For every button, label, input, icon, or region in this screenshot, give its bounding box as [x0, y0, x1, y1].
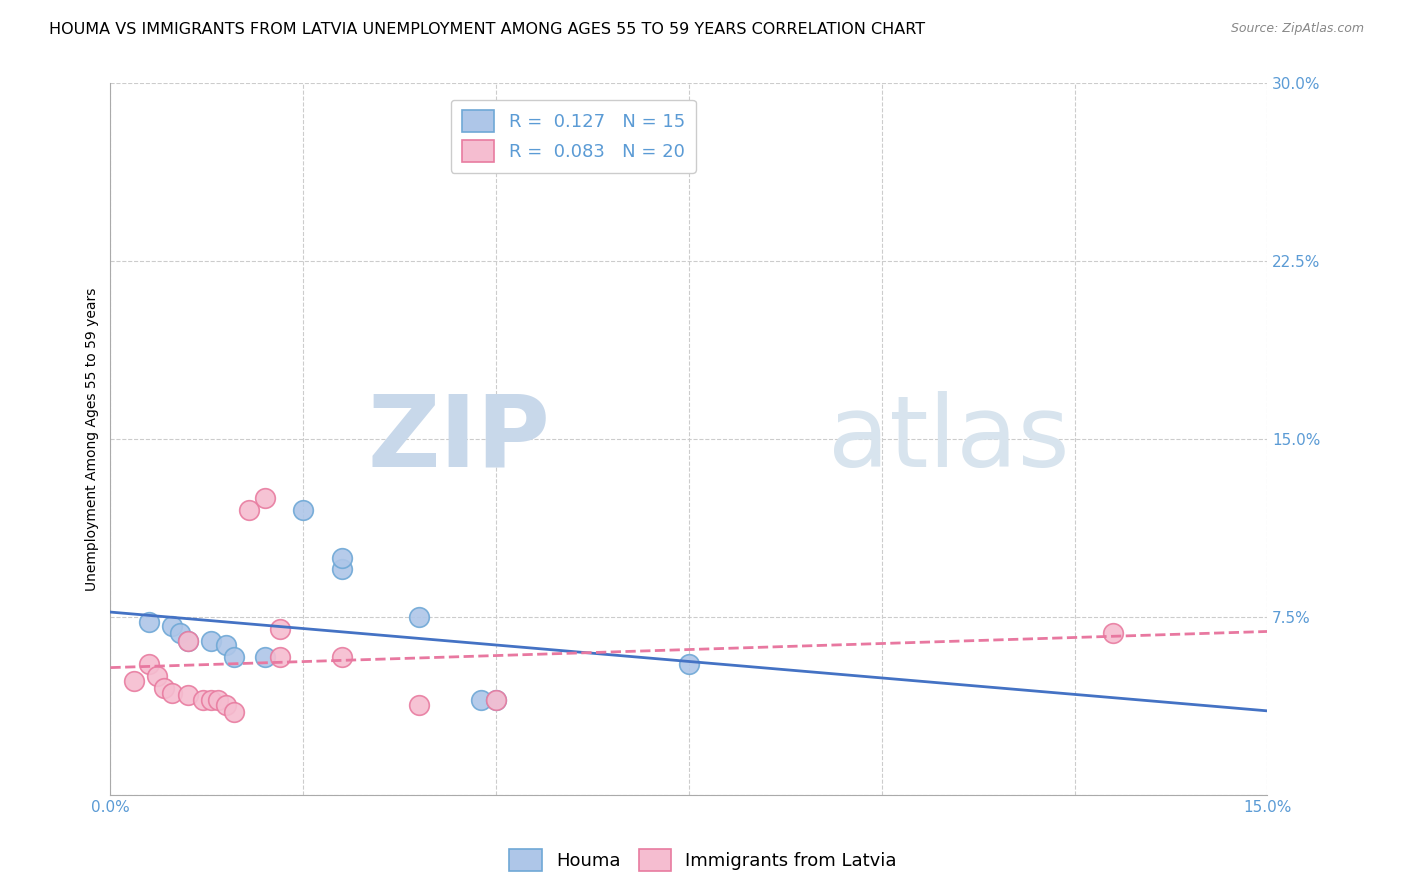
Point: [330, 650, 353, 665]
Point: [269, 622, 291, 636]
Point: [222, 650, 245, 665]
Legend: Houma, Immigrants from Latvia: Houma, Immigrants from Latvia: [502, 842, 904, 879]
Point: [330, 550, 353, 565]
Point: [269, 650, 291, 665]
Point: [678, 657, 700, 672]
Point: [176, 633, 198, 648]
Point: [207, 693, 229, 707]
Point: [160, 686, 183, 700]
Point: [215, 638, 238, 652]
Y-axis label: Unemployment Among Ages 55 to 59 years: Unemployment Among Ages 55 to 59 years: [86, 287, 100, 591]
Point: [470, 693, 492, 707]
Point: [138, 615, 160, 629]
Point: [160, 619, 183, 633]
Point: [138, 657, 160, 672]
Point: [176, 688, 198, 702]
Point: [253, 650, 276, 665]
Text: Source: ZipAtlas.com: Source: ZipAtlas.com: [1230, 22, 1364, 36]
Point: [408, 610, 430, 624]
Point: [169, 626, 191, 640]
Point: [485, 693, 508, 707]
Point: [485, 693, 508, 707]
Point: [145, 669, 167, 683]
Point: [222, 705, 245, 719]
Point: [191, 693, 214, 707]
Text: atlas: atlas: [828, 391, 1070, 488]
Point: [253, 491, 276, 506]
Point: [292, 503, 315, 517]
Point: [408, 698, 430, 712]
Point: [1102, 626, 1125, 640]
Text: HOUMA VS IMMIGRANTS FROM LATVIA UNEMPLOYMENT AMONG AGES 55 TO 59 YEARS CORRELATI: HOUMA VS IMMIGRANTS FROM LATVIA UNEMPLOY…: [49, 22, 925, 37]
Point: [176, 633, 198, 648]
Point: [200, 633, 222, 648]
Text: ZIP: ZIP: [367, 391, 550, 488]
Point: [330, 562, 353, 576]
Point: [122, 673, 145, 688]
Point: [215, 698, 238, 712]
Legend: R =  0.127   N = 15, R =  0.083   N = 20: R = 0.127 N = 15, R = 0.083 N = 20: [451, 100, 696, 172]
Point: [238, 503, 260, 517]
Point: [153, 681, 176, 695]
Point: [200, 693, 222, 707]
